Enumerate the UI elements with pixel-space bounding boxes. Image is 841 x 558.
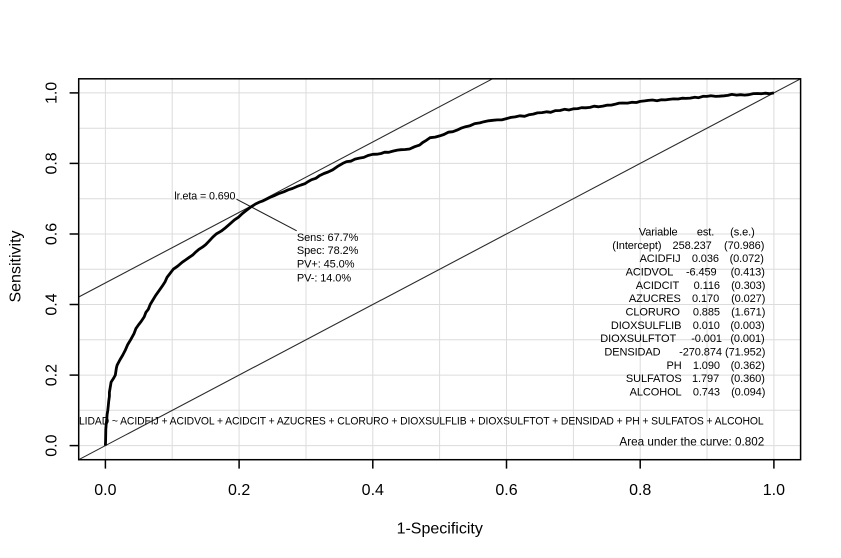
svg-text:est.: est. (697, 227, 714, 239)
svg-text:0.0: 0.0 (94, 482, 116, 499)
svg-text:(1.671): (1.671) (731, 307, 765, 319)
svg-text:(0.072): (0.072) (730, 253, 764, 265)
svg-text:-0.001: -0.001 (691, 333, 722, 345)
svg-text:0.0: 0.0 (43, 434, 60, 456)
svg-text:0.2: 0.2 (228, 482, 250, 499)
svg-text:AZUCRES: AZUCRES (629, 293, 681, 305)
svg-text:0.743: 0.743 (693, 387, 720, 399)
svg-text:0.6: 0.6 (495, 482, 517, 499)
svg-text:258.237: 258.237 (673, 240, 712, 252)
svg-text:lr.eta = 0.690: lr.eta = 0.690 (174, 191, 235, 203)
svg-text:0.6: 0.6 (43, 223, 60, 245)
svg-text:0.4: 0.4 (43, 293, 60, 315)
svg-text:0.036: 0.036 (692, 253, 719, 265)
svg-text:(0.303): (0.303) (731, 280, 765, 292)
svg-text:ACIDFIJ: ACIDFIJ (640, 253, 681, 265)
svg-text:SULFATOS: SULFATOS (626, 373, 682, 385)
svg-text:(0.001): (0.001) (730, 333, 764, 345)
svg-text:-6.459: -6.459 (686, 267, 717, 279)
svg-text:DENSIDAD: DENSIDAD (604, 347, 660, 359)
svg-text:DIOXSULFLIB: DIOXSULFLIB (611, 320, 682, 332)
svg-text:-270.874: -270.874 (679, 347, 722, 359)
svg-text:(0.413): (0.413) (731, 267, 765, 279)
svg-text:(0.027): (0.027) (731, 293, 765, 305)
svg-text:(0.362): (0.362) (731, 360, 765, 372)
svg-text:1.0: 1.0 (763, 482, 785, 499)
svg-text:1.090: 1.090 (693, 360, 720, 372)
svg-text:0.2: 0.2 (43, 364, 60, 386)
svg-text:1-Specificity: 1-Specificity (397, 520, 483, 537)
svg-text:(Intercept): (Intercept) (612, 240, 661, 252)
svg-text:PV-: 14.0%: PV-: 14.0% (297, 272, 351, 284)
svg-text:ACIDVOL: ACIDVOL (626, 267, 674, 279)
svg-text:0.8: 0.8 (629, 482, 651, 499)
svg-text:PV+: 45.0%: PV+: 45.0% (297, 258, 355, 270)
svg-text:1.797: 1.797 (692, 373, 719, 385)
svg-text:0.885: 0.885 (693, 307, 720, 319)
svg-text:0.4: 0.4 (362, 482, 384, 499)
svg-text:Spec: 78.2%: Spec: 78.2% (297, 245, 359, 257)
svg-text:(s.e.): (s.e.) (730, 227, 755, 239)
svg-text:ALCOHOL: ALCOHOL (630, 387, 682, 399)
svg-text:0.170: 0.170 (692, 293, 719, 305)
svg-text:(0.360): (0.360) (731, 373, 765, 385)
svg-text:(71.952): (71.952) (725, 347, 765, 359)
svg-text:(70.986): (70.986) (724, 240, 764, 252)
svg-text:(0.094): (0.094) (731, 387, 765, 399)
svg-text:LIDAD ~ ACIDFIJ + ACIDVOL + AC: LIDAD ~ ACIDFIJ + ACIDVOL + ACIDCIT + AZ… (79, 416, 764, 428)
svg-text:(0.003): (0.003) (730, 320, 764, 332)
svg-text:PH: PH (666, 360, 681, 372)
svg-text:Area under the curve: 0.802: Area under the curve: 0.802 (619, 435, 764, 448)
svg-text:1.0: 1.0 (43, 82, 60, 104)
svg-text:Variable: Variable (639, 227, 678, 239)
svg-text:0.010: 0.010 (693, 320, 720, 332)
svg-text:CLORURO: CLORURO (626, 307, 681, 319)
svg-text:0.8: 0.8 (43, 152, 60, 174)
svg-text:ACIDCIT: ACIDCIT (636, 280, 680, 292)
svg-text:Sensitivity: Sensitivity (7, 230, 24, 302)
svg-text:Sens: 67.7%: Sens: 67.7% (297, 232, 359, 244)
svg-text:DIOXSULFTOT: DIOXSULFTOT (600, 333, 676, 345)
svg-text:0.116: 0.116 (694, 280, 720, 292)
